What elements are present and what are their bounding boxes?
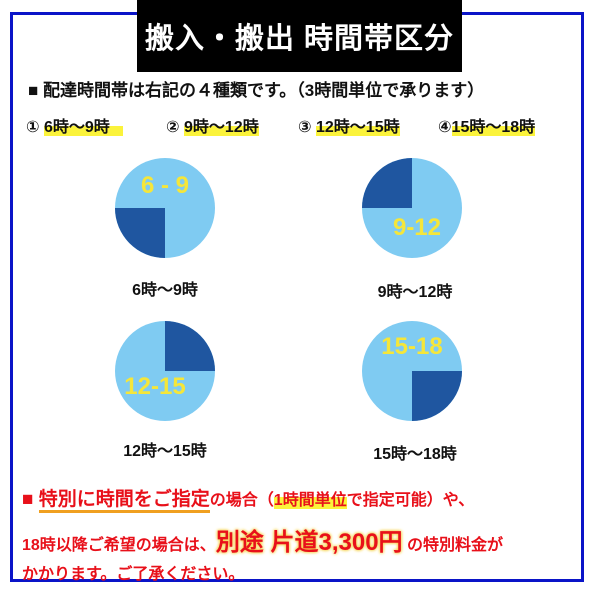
pie-label: 9時〜12時: [377, 284, 453, 301]
pie-text: 12-15: [124, 373, 185, 400]
page-title: 搬入・搬出 時間帯区分: [137, 0, 462, 72]
slot-1: ① 6時〜9時: [26, 113, 124, 137]
pie-slice-selected: [165, 321, 215, 371]
price-highlight: 別途 片道3,300円: [215, 529, 403, 556]
pie-slice-selected: [362, 158, 412, 208]
pie-slice-selected: [115, 208, 165, 258]
slot-3: ③ 12時〜15時: [298, 119, 400, 136]
pie-chart-6-9: 6 - 9: [115, 158, 215, 258]
pie-text: 9-12: [393, 214, 441, 241]
note-line-3: かかります。ご了承ください。: [22, 566, 245, 583]
pie-label: 6時〜9時: [132, 282, 198, 299]
slot-4: ④15時〜18時: [438, 119, 536, 136]
intro-text: ■ 配達時間帯は右記の４種類です。（3時間単位で承ります）: [28, 81, 485, 100]
note-line-2: 18時以降ご希望の場合は、別途 片道3,300円 の特別料金が: [22, 529, 503, 556]
pie-text: 15-18: [381, 333, 442, 360]
pie-chart-12-15: 12-15: [115, 321, 215, 421]
slot-2: ② 9時〜12時: [166, 119, 259, 136]
pie-text: 6 - 9: [141, 172, 189, 199]
note-line-1: ■ 特別に時間をご指定の場合（1時間単位で指定可能）や、: [22, 484, 474, 513]
pie-label: 12時〜15時: [123, 443, 207, 460]
pie-chart-9-12: 9-12: [362, 158, 462, 258]
pie-chart-15-18: 15-18: [362, 321, 462, 421]
pie-label: 15時〜18時: [373, 446, 457, 463]
pie-slice-selected: [412, 371, 462, 421]
